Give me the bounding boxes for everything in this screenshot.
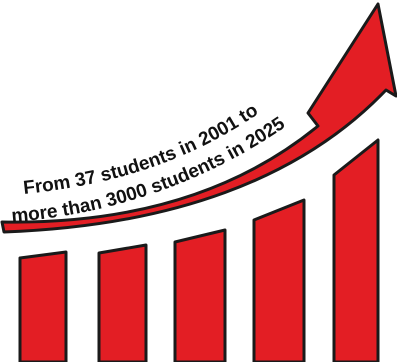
bar-3 — [173, 228, 227, 362]
bar-5 — [332, 138, 380, 362]
bar-2 — [97, 243, 148, 362]
growth-arrow — [0, 2, 397, 234]
bars-group — [18, 138, 380, 362]
bar-1 — [18, 250, 68, 362]
bar-4 — [252, 198, 306, 362]
